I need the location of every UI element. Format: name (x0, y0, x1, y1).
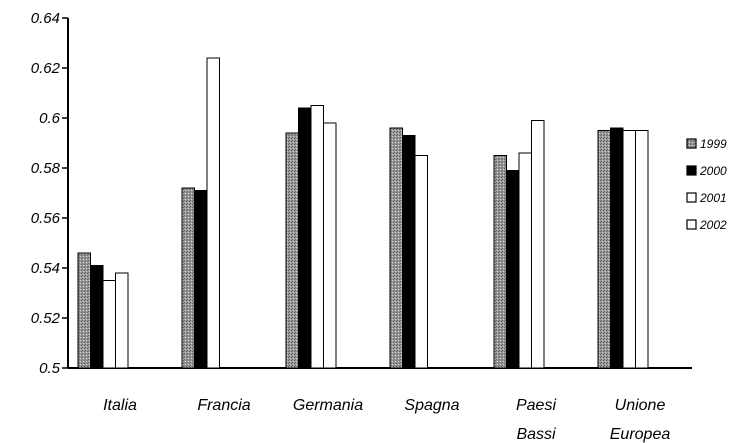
x-tick-label: Europea (610, 426, 671, 443)
x-tick-label: Paesi (516, 397, 556, 414)
bar-2002-germania (323, 122, 337, 369)
y-tick-label: 0.5 (39, 360, 61, 377)
bar-2000-spagna (402, 135, 416, 369)
bar-2001-germania (310, 105, 324, 369)
bar-2000-germania (298, 107, 312, 369)
legend-swatch (686, 192, 697, 203)
bar-2000-francia (194, 190, 208, 369)
x-tick-label: Spagna (404, 397, 459, 414)
y-tick-label: 0.64 (31, 10, 60, 27)
legend-label: 2002 (699, 218, 727, 232)
y-tick-label: 0.6 (39, 110, 61, 127)
legend-label: 2001 (699, 191, 727, 205)
legend-label: 2000 (699, 164, 727, 178)
bar-2001-spagna (414, 155, 428, 369)
bar-1999-paesi-bassi (493, 155, 507, 369)
bar-1999-italia (77, 252, 91, 369)
bar-2000-italia (90, 265, 104, 369)
bar-2002-paesi-bassi (531, 120, 545, 369)
x-labels: Italia Francia Germania Spagna Paesi Bassi Uni… (103, 397, 670, 443)
bar-2001-unione-europea (622, 130, 636, 369)
bar-1999-unione-europea (597, 130, 611, 369)
x-tick-label: Bassi (516, 426, 556, 443)
x-tick-label: Unione (615, 397, 666, 414)
bar-2000-unione-europea (610, 127, 624, 369)
x-tick-label: Francia (197, 397, 250, 414)
bar-2002-italia (115, 272, 129, 369)
legend-label: 1999 (700, 137, 727, 151)
legend-swatch (686, 219, 697, 230)
y-ticks: 0.5 0.52 0.54 0.56 0.58 0.6 0.62 0.64 (31, 10, 68, 377)
y-tick-label: 0.54 (31, 260, 60, 277)
bar-1999-germania (285, 132, 299, 369)
legend: 1999 2000 2001 2002 (686, 137, 727, 232)
x-tick-label: Germania (293, 397, 363, 414)
y-tick-label: 0.62 (31, 60, 61, 77)
y-tick-label: 0.58 (31, 160, 61, 177)
bar-2001-paesi-bassi (518, 152, 532, 369)
y-tick-label: 0.52 (31, 310, 61, 327)
bar-1999-francia (181, 187, 195, 369)
bar-2000-paesi-bassi (506, 170, 520, 369)
bar-2001-francia (206, 57, 220, 369)
bar-2001-italia (102, 280, 116, 369)
bar-1999-spagna (389, 127, 403, 369)
y-tick-label: 0.56 (31, 210, 61, 227)
x-tick-label: Italia (103, 397, 137, 414)
legend-swatch (686, 138, 697, 149)
legend-swatch (686, 165, 697, 176)
bars (77, 57, 649, 369)
bar-2002-unione-europea (635, 130, 649, 369)
